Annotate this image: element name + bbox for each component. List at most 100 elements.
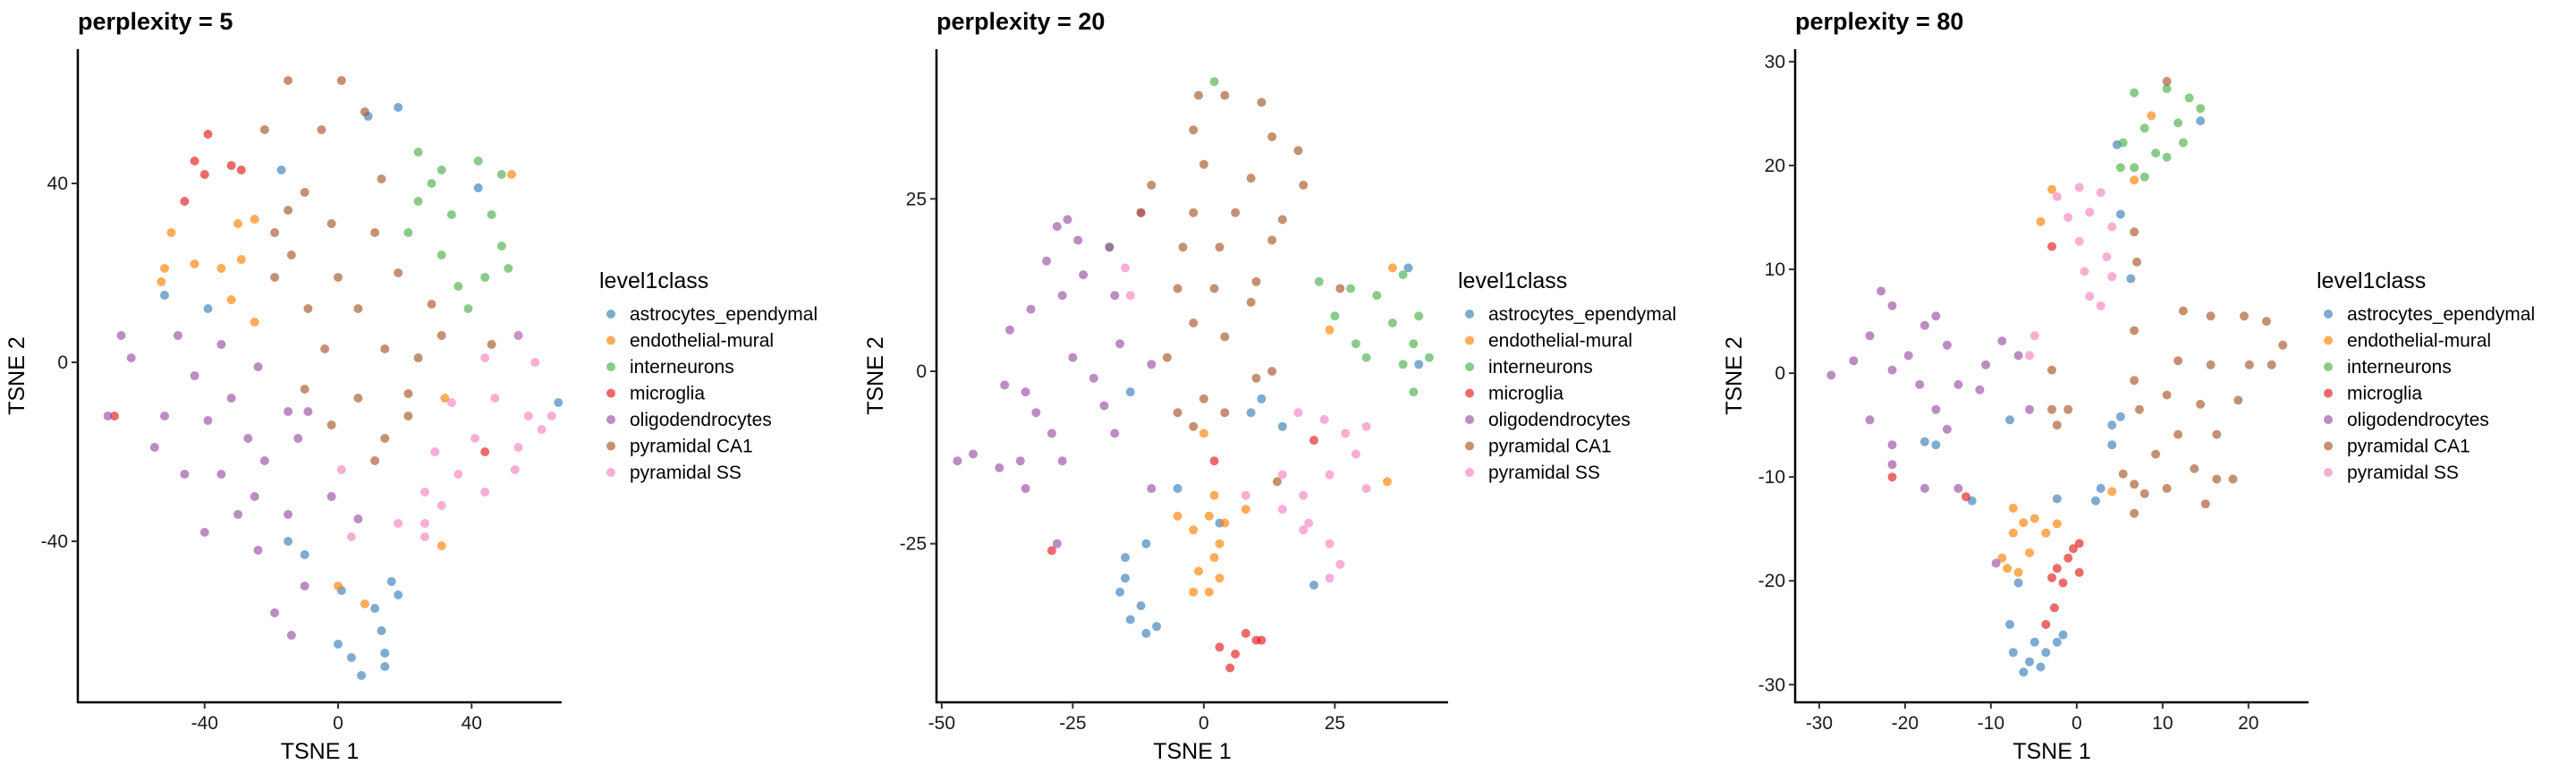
legend-item: oligodendrocytes [1465, 410, 1631, 430]
point-pyramidal-ca1 [1277, 215, 1287, 225]
point-microglia [2052, 564, 2062, 573]
point-pyramidal-ca1 [2130, 227, 2140, 237]
point-pyramidal-ca1 [334, 273, 343, 282]
point-astrocytes-ependymal [2036, 662, 2046, 672]
legend-label: astrocytes_ependymal [1488, 304, 1676, 325]
point-astrocytes-ependymal [554, 398, 564, 407]
point-oligodendrocytes [2025, 404, 2034, 414]
point-astrocytes-ependymal [1919, 437, 1929, 446]
point-microglia [1225, 663, 1235, 673]
legend-item: astrocytes_ependymal [1465, 304, 1676, 325]
point-interneurons [463, 304, 473, 313]
point-pyramidal-ss [1325, 573, 1335, 583]
point-endothelial-mural [1189, 525, 1199, 535]
x-tick-label: -50 [928, 713, 955, 734]
legend-item: microglia [1465, 384, 1563, 404]
point-pyramidal-ca1 [1220, 90, 1230, 100]
point-interneurons [2178, 138, 2188, 148]
point-oligodendrocytes [303, 407, 313, 416]
point-endothelial-mural [157, 277, 166, 286]
point-endothelial-mural [250, 215, 259, 224]
y-axis-title: TSNE 2 [1722, 336, 1747, 415]
point-oligodendrocytes [1975, 385, 1985, 395]
point-oligodendrocytes [149, 443, 159, 452]
point-pyramidal-ca1 [2162, 390, 2172, 400]
legend-label: interneurons [2347, 357, 2452, 378]
legend-label: endothelial-mural [1488, 331, 1632, 352]
y-tick-label: 0 [1775, 363, 1785, 384]
point-astrocytes-ependymal [276, 166, 286, 174]
point-endothelial-mural [2036, 217, 2046, 226]
point-microglia [1887, 472, 1897, 482]
y-tick-label: 30 [1765, 52, 1785, 72]
point-interneurons [487, 210, 496, 219]
point-endothelial-mural [360, 599, 369, 608]
point-pyramidal-ca1 [1267, 132, 1277, 141]
point-pyramidal-ca1 [1178, 242, 1188, 252]
point-endothelial-mural [2008, 504, 2018, 513]
legend-label: astrocytes_ependymal [2347, 304, 2535, 325]
point-endothelial-mural [2025, 548, 2034, 557]
point-oligodendrocytes [1981, 360, 1991, 370]
legend-key [1465, 362, 1474, 371]
point-pyramidal-ss [523, 412, 533, 420]
point-astrocytes-ependymal [380, 662, 390, 671]
point-microglia [180, 197, 190, 206]
x-tick-label: -30 [1806, 713, 1833, 734]
point-microglia [1215, 642, 1224, 652]
point-microglia [110, 412, 119, 420]
point-pyramidal-ss [453, 470, 463, 479]
point-microglia [226, 161, 236, 170]
legend-label: astrocytes_ependymal [630, 304, 818, 325]
point-pyramidal-ss [1304, 518, 1314, 528]
point-oligodendrocytes [1000, 380, 1010, 390]
legend-label: pyramidal CA1 [1488, 437, 1612, 457]
point-astrocytes-ependymal [1257, 394, 1267, 403]
point-microglia [480, 447, 490, 456]
x-tick-label: 0 [2072, 713, 2082, 734]
point-pyramidal-ss [510, 465, 520, 474]
point-pyramidal-ca1 [1251, 276, 1261, 286]
point-pyramidal-ca1 [2212, 429, 2222, 439]
point-pyramidal-ca1 [1162, 353, 1172, 362]
point-pyramidal-ca1 [270, 228, 280, 237]
point-pyramidal-ca1 [377, 174, 386, 183]
legend-item: microglia [2324, 384, 2422, 404]
legend-key [1465, 388, 1474, 398]
point-endothelial-mural [2107, 487, 2117, 497]
point-pyramidal-ss [1325, 539, 1335, 548]
point-pyramidal-ca1 [1267, 235, 1277, 245]
point-oligodendrocytes [1105, 242, 1114, 252]
point-astrocytes-ependymal [1141, 539, 1151, 548]
point-oligodendrocytes [1005, 325, 1014, 335]
y-tick-label: 25 [906, 189, 927, 209]
point-oligodendrocytes [1026, 304, 1036, 314]
point-pyramidal-ca1 [2267, 360, 2276, 370]
point-pyramidal-ca1 [2228, 474, 2238, 484]
point-pyramidal-ca1 [2140, 488, 2149, 498]
point-oligodendrocytes [233, 510, 243, 519]
point-astrocytes-ependymal [2008, 648, 2018, 658]
point-oligodendrocytes [1887, 460, 1897, 470]
point-pyramidal-ss [1361, 484, 1371, 493]
point-interneurons [504, 264, 513, 273]
point-astrocytes-ependymal [2052, 494, 2062, 504]
point-pyramidal-ss [2052, 191, 2062, 201]
legend-item: oligodendrocytes [2324, 410, 2489, 430]
point-astrocytes-ependymal [473, 183, 483, 192]
x-tick-label: 40 [462, 713, 482, 734]
point-interneurons [1387, 319, 1397, 327]
legend-item: pyramidal CA1 [1465, 437, 1612, 457]
point-endothelial-mural [2147, 111, 2157, 121]
x-tick-label: -10 [1978, 713, 2004, 734]
point-astrocytes-ependymal [370, 604, 380, 613]
point-astrocytes-ependymal [1931, 440, 1941, 450]
point-oligodendrocytes [180, 470, 190, 479]
point-oligodendrocytes [1147, 360, 1157, 370]
point-pyramidal-ca1 [1147, 180, 1157, 190]
legend-key [2324, 415, 2333, 424]
point-interneurons [1424, 353, 1434, 362]
point-microglia [2047, 573, 2056, 582]
